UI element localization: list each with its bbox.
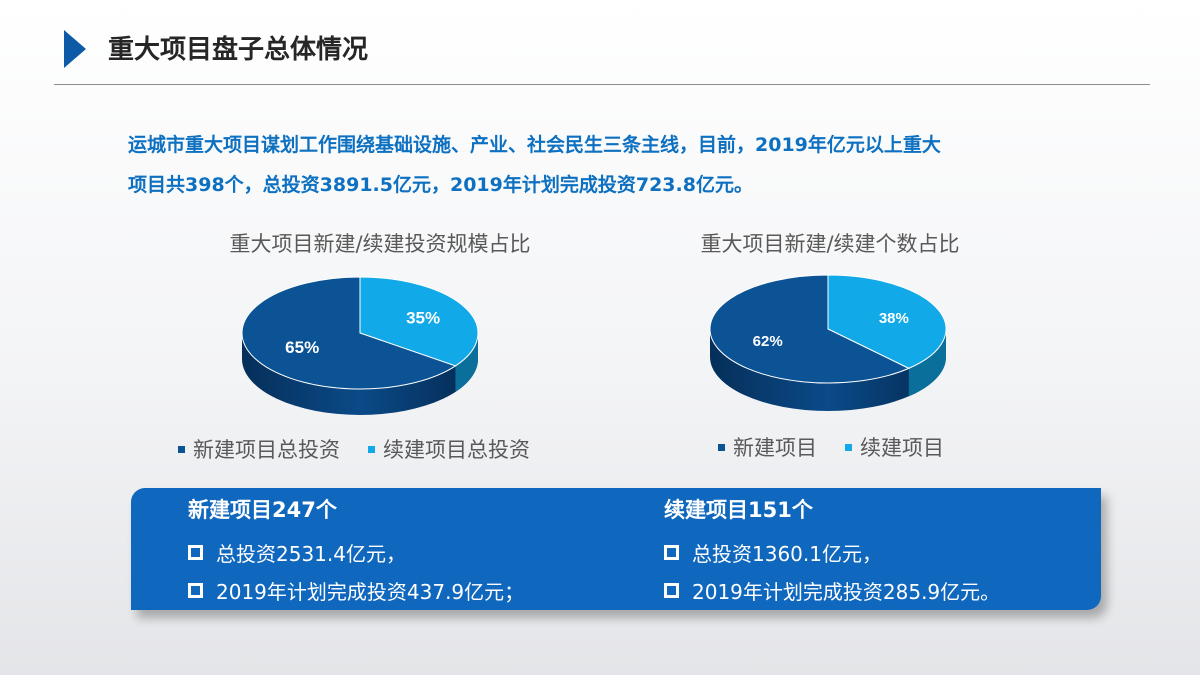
continued-projects-item-1-text: 总投资1360.1亿元，: [692, 542, 882, 566]
pie-side-continued: [908, 329, 946, 397]
legend-swatch-new: [178, 445, 185, 453]
summary-text: 运城市重大项目谋划工作围绕基础设施、产业、社会民生三条主线，目前，2019年亿元…: [128, 125, 1108, 205]
page-title: 重大项目盘子总体情况: [108, 35, 369, 65]
header-marker: [64, 30, 86, 68]
new-projects-item-1: 总投资2531.4亿元，: [188, 538, 406, 567]
checkbox-icon: [664, 545, 679, 560]
legend-label-continued: 续建项目总投资: [383, 438, 530, 462]
legend-label-continued: 续建项目: [860, 436, 944, 460]
pie-chart-count: 62% 38%: [709, 274, 947, 411]
new-projects-heading: 新建项目247个: [188, 498, 337, 522]
legend-label-new: 新建项目: [733, 436, 817, 460]
pie-chart-investment: 65% 35%: [241, 276, 479, 415]
legend-investment: 新建项目总投资 续建项目总投资: [178, 434, 558, 464]
continued-projects-heading: 续建项目151个: [664, 498, 813, 522]
continued-projects-item-2: 2019年计划完成投资285.9亿元。: [664, 576, 1000, 605]
project-info-box: 新建项目247个 总投资2531.4亿元， 2019年计划完成投资437.9亿元…: [131, 488, 1101, 610]
legend-label-new: 新建项目总投资: [193, 438, 340, 462]
checkbox-icon: [188, 583, 203, 598]
pie-label-new: 65%: [285, 338, 319, 357]
legend-item-continued: 续建项目总投资: [368, 434, 530, 464]
pie-slice-new: [709, 274, 910, 384]
legend-swatch-new: [718, 443, 725, 451]
legend-swatch-continued: [368, 445, 375, 453]
pie-side-wall: [710, 329, 946, 411]
pie-label-continued: 38%: [879, 310, 909, 327]
summary-line-2: 项目共398个，总投资3891.5亿元，2019年计划完成投资723.8亿元。: [128, 174, 753, 196]
pie-slice-new: [241, 276, 457, 390]
continued-projects-item-1: 总投资1360.1亿元，: [664, 538, 882, 567]
pie-side-wall: [242, 333, 478, 415]
legend-swatch-continued: [845, 443, 852, 451]
pie-label-continued: 35%: [406, 309, 440, 328]
header-divider: [54, 84, 1150, 85]
summary-line-1: 运城市重大项目谋划工作围绕基础设施、产业、社会民生三条主线，目前，2019年亿元…: [128, 134, 941, 156]
pie-label-new: 62%: [753, 333, 783, 350]
pie-slice-continued: [359, 276, 479, 367]
new-projects-item-2: 2019年计划完成投资437.9亿元；: [188, 576, 524, 605]
legend-count: 新建项目 续建项目: [718, 432, 972, 462]
checkbox-icon: [664, 583, 679, 598]
checkbox-icon: [188, 545, 203, 560]
chart-title-investment: 重大项目新建/续建投资规模占比: [229, 232, 531, 256]
new-projects-item-1-text: 总投资2531.4亿元，: [216, 542, 406, 566]
legend-item-new: 新建项目: [718, 432, 817, 462]
new-projects-item-2-text: 2019年计划完成投资437.9亿元；: [216, 580, 525, 604]
legend-item-new: 新建项目总投资: [178, 434, 340, 464]
pie-side-continued: [455, 333, 478, 392]
continued-projects-item-2-text: 2019年计划完成投资285.9亿元。: [692, 580, 1001, 604]
chart-title-count: 重大项目新建/续建个数占比: [700, 232, 960, 256]
legend-item-continued: 续建项目: [845, 432, 944, 462]
pie-slice-continued: [827, 274, 947, 369]
